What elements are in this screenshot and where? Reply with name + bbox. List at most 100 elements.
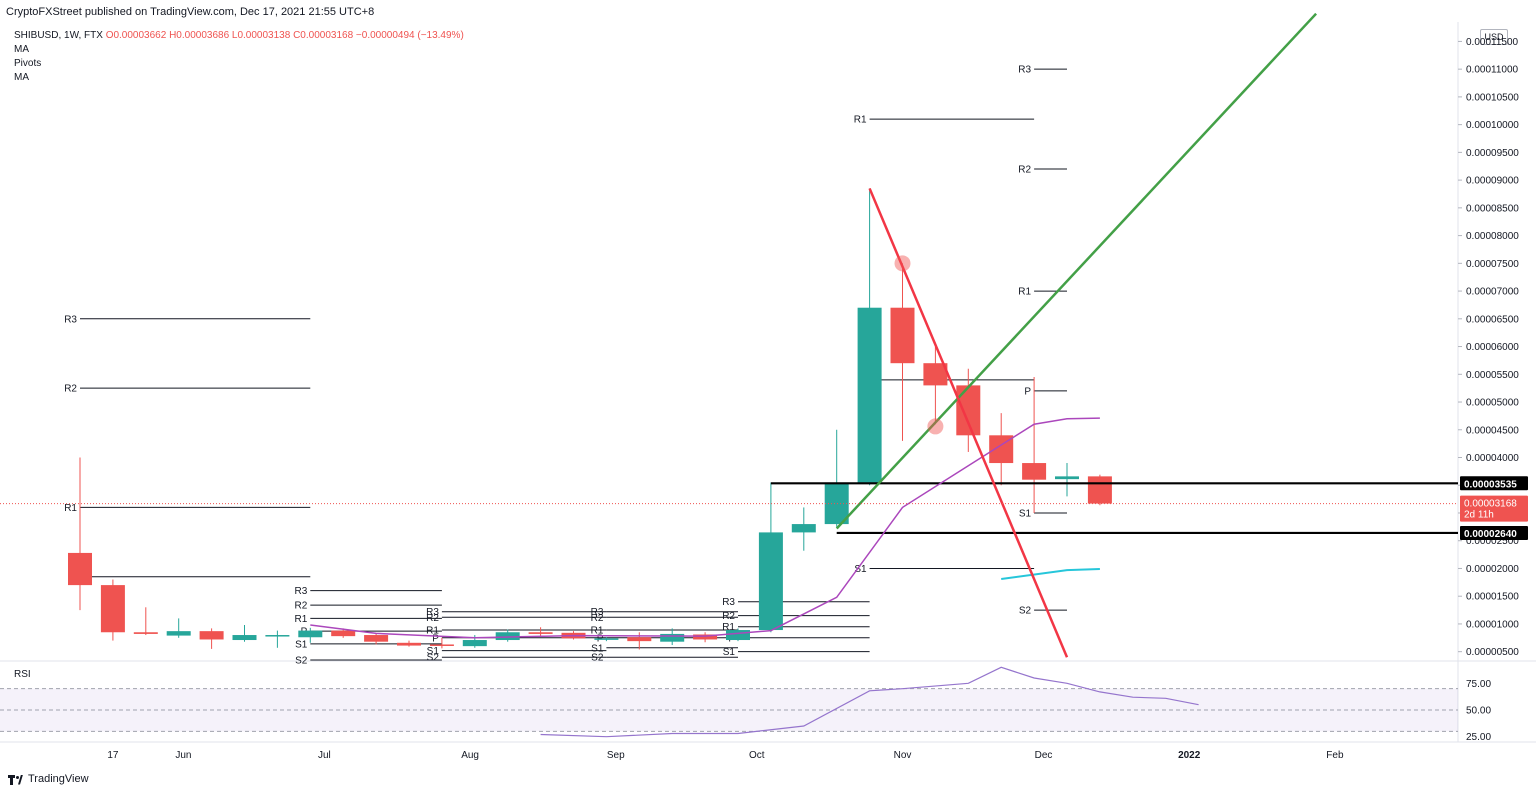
pivot-label: S1 [723, 647, 736, 658]
candle-body [364, 635, 389, 642]
level-price-label: 0.00003535 [1464, 479, 1517, 490]
x-tick-label: Feb [1326, 750, 1344, 761]
y-tick-label: 0.00007000 [1466, 287, 1519, 298]
pivot-label: R3 [722, 597, 735, 608]
legend-symbol-line[interactable]: SHIBUSD, 1W, FTX O0.00003662 H0.00003686… [14, 29, 464, 43]
x-tick-label: Jun [175, 750, 191, 761]
candle-body [594, 638, 619, 640]
pivot-label: R2 [591, 613, 604, 624]
legend-ohlc: O0.00003662 H0.00003686 L0.00003138 C0.0… [105, 30, 464, 41]
pivot-label: P [432, 633, 439, 644]
y-tick-label: 0.00000500 [1466, 647, 1519, 658]
y-tick-label: 0.00005000 [1466, 398, 1519, 409]
candle-body [660, 633, 685, 642]
tradingview-logo-icon [8, 774, 24, 785]
candle-body [726, 630, 750, 641]
ma-line [310, 417, 1100, 639]
candle-body [890, 307, 915, 364]
rsi-label[interactable]: RSI [14, 669, 31, 680]
last-price-label: 0.00003168 [1464, 499, 1517, 510]
y-tick-label: 0.00009500 [1466, 148, 1519, 159]
candle-body [100, 585, 125, 633]
pivot-label: S1 [295, 639, 308, 650]
y-tick-label: 0.00004000 [1466, 453, 1519, 464]
candle-body [956, 385, 981, 436]
ma2-line [1001, 568, 1100, 580]
pivot-label: R2 [722, 611, 735, 622]
legend-indicator-ma-2[interactable]: MA [14, 72, 29, 83]
x-tick-label: Sep [607, 750, 625, 761]
legend-indicator-ma[interactable]: MA [14, 44, 29, 55]
pivot-label: R1 [591, 626, 604, 637]
candle-body [298, 630, 323, 638]
rsi-tick-label: 75.00 [1466, 679, 1491, 690]
currency-button[interactable]: USD [1480, 29, 1508, 45]
pivot-label: R1 [1018, 287, 1031, 298]
chart-legend: SHIBUSD, 1W, FTX O0.00003662 H0.00003686… [14, 29, 464, 85]
y-tick-label: 0.00005500 [1466, 370, 1519, 381]
pivot-label: R2 [426, 613, 439, 624]
pivot-label: R2 [1018, 165, 1031, 176]
rsi-pane: 75.00 50.00 25.00 [0, 666, 1491, 743]
y-tick-label: 0.00001000 [1466, 619, 1519, 630]
candle-body [232, 635, 257, 641]
candle-body [758, 532, 783, 631]
candle-body [429, 644, 454, 646]
candle-body [1022, 463, 1047, 480]
rsi-tick-label: 50.00 [1466, 706, 1491, 717]
pivot-label: R3 [295, 586, 308, 597]
pivot-label: R1 [854, 115, 867, 126]
candle-body [923, 363, 948, 386]
y-tick-label: 0.00010500 [1466, 92, 1519, 103]
last-price-tag [1460, 495, 1528, 522]
countdown-label: 2d 11h [1464, 510, 1494, 521]
level-price-label: 0.00002640 [1464, 529, 1517, 540]
price-axis: 0.00011500 0.00011000 0.00010500 0.00010000… [1458, 37, 1528, 658]
candle-body [1087, 476, 1112, 504]
candle-body [791, 524, 816, 533]
pivot-label: S1 [1019, 508, 1032, 519]
y-tick-label: 0.00001500 [1466, 592, 1519, 603]
x-tick-label: 2022 [1178, 750, 1201, 761]
y-tick-label: 0.00010000 [1466, 120, 1519, 131]
pivot-label: S2 [427, 653, 440, 664]
pivot-label: S1 [427, 646, 440, 657]
rsi-line [540, 666, 1199, 738]
candle-body [133, 632, 158, 634]
x-tick-label: Aug [461, 750, 479, 761]
pivot-label: R1 [722, 622, 735, 633]
x-tick-label: 17 [107, 750, 119, 761]
x-tick-label: Dec [1035, 750, 1053, 761]
candles [68, 188, 1112, 650]
pivot-levels: R3R2R1PR3R2R1PS1S2R3R2R1PS1S2R3R2R1PS1S2… [64, 65, 1067, 667]
candle-body [1055, 476, 1079, 480]
tradingview-brand: TradingView [28, 773, 89, 785]
grid [0, 22, 1536, 743]
candle-body [462, 640, 487, 647]
y-tick-label: 0.00011000 [1466, 65, 1519, 76]
tradingview-footer: TradingView [8, 773, 89, 785]
candle-body [857, 307, 882, 483]
pivot-label: S1 [854, 564, 867, 575]
candle-body [265, 635, 290, 637]
pivot-label: S2 [295, 656, 308, 667]
y-tick-label: 0.00004500 [1466, 425, 1519, 436]
pivot-label: R2 [64, 384, 77, 395]
highlight-marker [894, 255, 911, 272]
pivot-label: R3 [64, 314, 77, 325]
pivot-label: P [1024, 386, 1031, 397]
pivot-label: R3 [1018, 65, 1031, 76]
y-tick-label: 0.00009000 [1466, 176, 1519, 187]
candle-body [166, 631, 191, 636]
candle-body [693, 634, 718, 640]
y-tick-label: 0.00006000 [1466, 342, 1519, 353]
legend-indicator-pivots[interactable]: Pivots [14, 58, 42, 69]
y-tick-label: 0.00002000 [1466, 564, 1519, 575]
overlays [0, 12, 1458, 658]
published-caption: CryptoFXStreet published on TradingView.… [6, 6, 375, 18]
pivot-label: S2 [591, 653, 604, 664]
y-tick-label: 0.00008000 [1466, 231, 1519, 242]
time-axis: 17 Jun Jul Aug Sep Oct Nov Dec 2022 Feb [107, 750, 1344, 761]
candle-body [627, 637, 652, 642]
